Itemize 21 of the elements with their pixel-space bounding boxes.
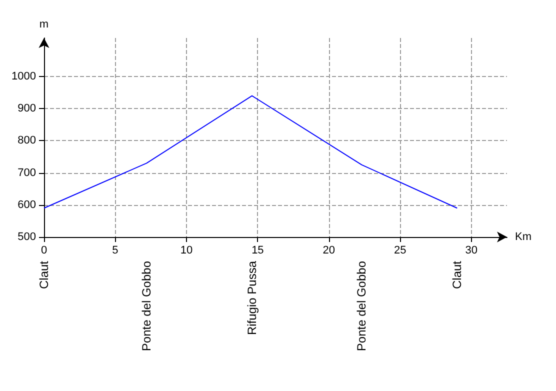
y-tick-label: 900 — [18, 102, 36, 115]
x-axis-title: Km — [515, 231, 532, 243]
y-axis-title: m — [39, 18, 49, 30]
x-tick-label: 10 — [180, 244, 193, 256]
x-tick-label: 20 — [322, 244, 336, 256]
x-tick-label: 25 — [394, 244, 406, 256]
x-tick-label: 30 — [465, 244, 478, 256]
y-tick-label: 1000 — [12, 70, 36, 83]
text: Claut — [37, 260, 51, 290]
y-tick-label: 500 — [18, 231, 36, 243]
x-tick-label: 0 — [40, 244, 48, 256]
text: Ponte del Gobbo — [140, 260, 154, 352]
line-series — [44, 95, 458, 209]
x-tick-label: 15 — [252, 244, 264, 256]
text: Rifugio Pussa — [244, 260, 259, 336]
y-tick-label: 600 — [18, 198, 36, 211]
y-tick-label: 800 — [18, 134, 36, 147]
y-tick-label: 700 — [18, 166, 36, 179]
x-tick-label: 5 — [112, 244, 118, 256]
text: Claut — [450, 260, 464, 290]
text: Ponte del Gobbo — [354, 260, 369, 352]
